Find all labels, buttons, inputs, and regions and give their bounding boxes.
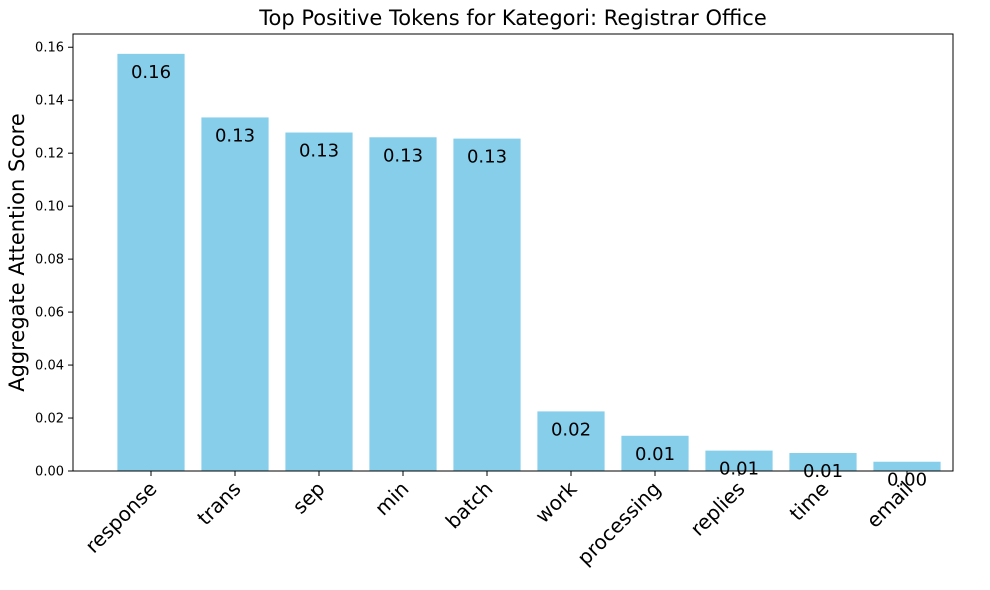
bar-value-label-min: 0.13 — [383, 145, 423, 166]
bar-sep — [285, 132, 353, 472]
plot-frame — [72, 33, 954, 472]
bar-value-label-batch: 0.13 — [467, 147, 507, 168]
bar-email — [873, 461, 941, 471]
bar-trans — [201, 117, 269, 471]
bar-value-label-response: 0.16 — [131, 62, 171, 83]
y-tick-label: 0.12 — [35, 147, 64, 162]
x-tick-label-replies: replies — [685, 477, 749, 541]
y-tick-label: 0.16 — [35, 41, 64, 56]
y-tick-label: 0.02 — [35, 412, 64, 427]
bar-time — [789, 452, 857, 471]
x-tick-label-trans: trans — [192, 477, 245, 530]
y-tick-label: 0.08 — [35, 253, 64, 268]
y-axis-label: Aggregate Attention Score — [5, 113, 29, 392]
x-tick-label-processing: processing — [572, 477, 665, 570]
bar-min — [369, 137, 437, 472]
bar-response — [117, 53, 185, 471]
x-tick-label-response: response — [80, 477, 161, 558]
bar-work — [537, 411, 605, 471]
y-tick-label: 0.00 — [35, 465, 64, 480]
chart-title: Top Positive Tokens for Kategori: Regist… — [258, 6, 767, 30]
x-tick-label-min: min — [370, 477, 414, 521]
y-tick-label: 0.06 — [35, 306, 64, 321]
bar-processing — [621, 435, 689, 471]
y-tick-label: 0.14 — [35, 94, 64, 109]
bars-group: 0.160.130.13 0.13 0.130.020.010.01 0.01 0.00 — [117, 53, 941, 491]
bar-value-label-email: 0.00 — [887, 470, 927, 491]
x-tick-label-work: work — [530, 476, 581, 527]
x-tick-label-batch: batch — [441, 477, 498, 534]
x-tick-label-sep: sep — [288, 477, 330, 519]
y-tick-label: 0.04 — [35, 359, 64, 374]
bar-value-label-work: 0.02 — [551, 419, 591, 440]
bar-value-label-replies: 0.01 — [719, 459, 759, 480]
x-tick-label-time: time — [785, 477, 834, 526]
bar-value-label-sep: 0.13 — [299, 141, 339, 162]
y-axis: 0.00 0.02 0.04 0.06 0.08 0.10 0.12 0.14 0.16 — [35, 41, 73, 480]
bar-value-label-processing: 0.01 — [635, 444, 675, 465]
bar-batch — [453, 138, 521, 471]
bar-value-label-trans: 0.13 — [215, 125, 255, 146]
y-tick-label: 0.10 — [35, 200, 64, 215]
bar-replies — [705, 450, 773, 471]
